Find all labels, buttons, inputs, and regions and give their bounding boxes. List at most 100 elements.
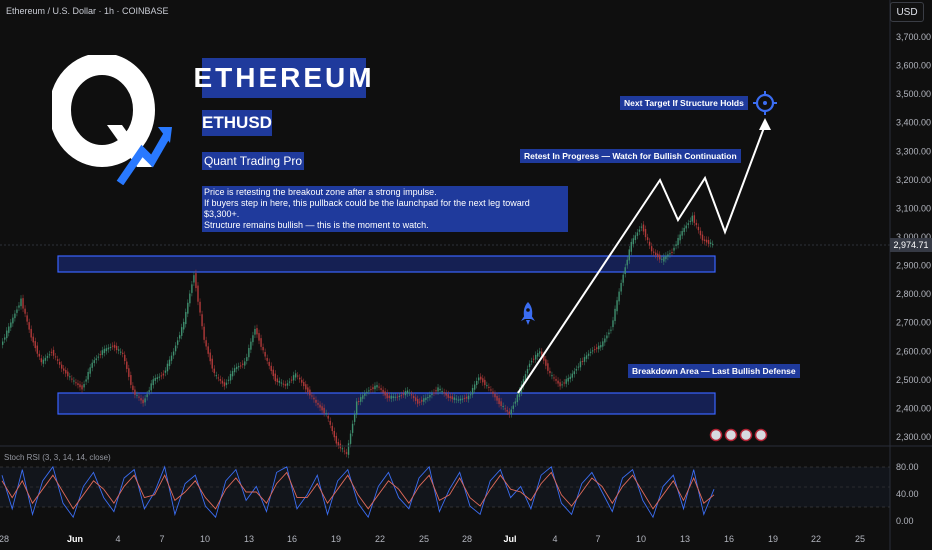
price-tick-label: 3,700.00 [896, 32, 931, 42]
candle-body [707, 239, 710, 244]
candle-body [392, 396, 394, 399]
candle-body [315, 399, 317, 403]
price-axis[interactable]: 2,300.00 2,400.00 2,500.00 2,600.00 2,700.00… [896, 32, 931, 442]
candle-body [8, 326, 10, 333]
candle-body [502, 406, 504, 407]
candle-body [390, 395, 392, 399]
candle-body [154, 377, 156, 381]
time-axis[interactable]: 28 Jun 4 7 10 13 16 19 22 25 28 Jul 4 7 10 13 16 19 22 25 [0, 534, 865, 544]
candle-body [148, 390, 150, 392]
candle-body [262, 346, 264, 351]
candle-body [622, 274, 624, 283]
candle-body [54, 356, 57, 358]
time-tick-label: 4 [552, 534, 557, 544]
time-tick-label: 10 [636, 534, 646, 544]
candle-body [362, 395, 364, 399]
candle-body [132, 385, 134, 390]
time-tick-label: 28 [0, 534, 9, 544]
candle-body [459, 398, 462, 401]
candle-body [211, 358, 213, 369]
candle-body [183, 321, 185, 330]
candle-body [626, 259, 628, 266]
candle-body [709, 242, 712, 244]
time-tick-label: 7 [595, 534, 600, 544]
candle-body [494, 393, 496, 398]
candle-body [337, 442, 340, 446]
candle-body [437, 387, 439, 392]
candle-body [152, 379, 154, 386]
candle-body [378, 386, 380, 388]
candle-body [160, 375, 163, 377]
us-flag-event-icon [754, 428, 768, 442]
crosshair-target-icon [753, 91, 777, 115]
candle-body [419, 401, 421, 403]
candle-body [669, 253, 671, 255]
candle-body [335, 435, 338, 444]
event-flags[interactable] [709, 428, 768, 442]
candle-body [128, 368, 130, 377]
candle-body [67, 371, 69, 377]
candle-body [303, 382, 305, 387]
candle-body [176, 340, 179, 345]
price-tick-label: 2,400.00 [896, 403, 931, 413]
candle-body [583, 357, 586, 362]
candle-body [598, 345, 600, 350]
candle-body [565, 379, 567, 384]
candle-body [219, 379, 222, 381]
candle-body [469, 394, 472, 396]
price-tick-label: 3,500.00 [896, 89, 931, 99]
rsi-axis[interactable]: 0.00 40.00 80.00 [896, 462, 919, 526]
candle-body [473, 384, 476, 390]
candle-body [500, 401, 502, 407]
candle-body [534, 354, 537, 360]
candle-body [6, 330, 8, 339]
candle-body [240, 365, 242, 367]
candle-body [164, 370, 167, 373]
candle-body [433, 392, 435, 394]
candle-body [217, 377, 220, 379]
candle-body [130, 375, 132, 385]
candle-body [404, 391, 407, 396]
candle-body [278, 380, 281, 383]
candle-body [69, 376, 71, 378]
candle-body [410, 394, 413, 396]
candle-body [490, 389, 492, 391]
candle-body [276, 378, 279, 383]
candle-body [32, 336, 34, 343]
upper-retest-zone[interactable] [57, 255, 716, 273]
candle-body [441, 391, 443, 393]
candle-body [14, 313, 16, 319]
candle-body [305, 384, 307, 390]
candle-body [685, 225, 687, 229]
candle-body [634, 235, 637, 240]
candle-body [449, 396, 451, 399]
description-line: Price is retesting the breakout zone aft… [204, 187, 437, 197]
candle-body [301, 379, 303, 383]
candle-body [77, 383, 79, 385]
stoch-rsi-lines [1, 465, 715, 519]
candle-body [360, 397, 362, 402]
candle-body [168, 359, 171, 367]
candle-body [309, 389, 311, 396]
candle-body [421, 399, 423, 402]
currency-button[interactable]: USD [890, 2, 924, 22]
candle-body [551, 375, 553, 377]
candle-body [463, 398, 466, 400]
candle-body [205, 340, 207, 347]
candle-body [124, 354, 126, 362]
candle-body [46, 356, 49, 358]
candle-body [87, 371, 89, 380]
candle-body [252, 335, 254, 343]
candle-body [48, 354, 51, 356]
candle-body [543, 355, 545, 361]
time-tick-label: 25 [419, 534, 429, 544]
candle-body [657, 253, 659, 258]
candle-body [398, 395, 401, 397]
candle-body [612, 320, 614, 328]
candle-body [679, 234, 681, 241]
time-tick-label: 25 [855, 534, 865, 544]
candle-body [408, 392, 411, 394]
time-tick-label: 13 [244, 534, 254, 544]
candle-body [34, 341, 36, 349]
